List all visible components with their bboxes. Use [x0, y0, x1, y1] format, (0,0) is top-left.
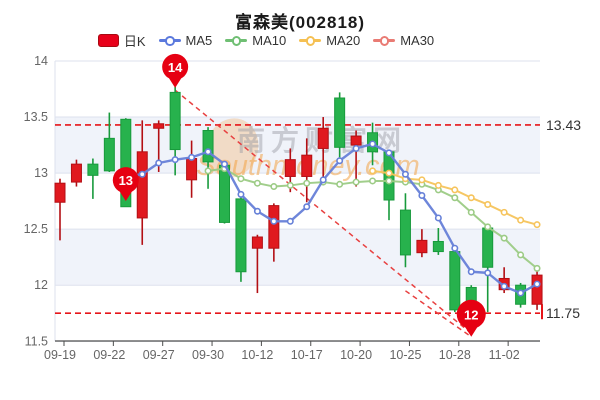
legend-item-label: MA30: [400, 33, 435, 48]
ma5-line: [122, 140, 541, 297]
svg-text:12: 12: [464, 307, 478, 322]
candle-09-30: [202, 127, 214, 189]
legend-item-label: 日K: [123, 34, 146, 49]
candle-09-22: [103, 112, 115, 172]
y-axis-label: 13.5: [24, 110, 48, 124]
y-axis-label: 12.5: [24, 222, 48, 236]
y-axis-label: 13: [34, 166, 48, 180]
candle-10-28: [449, 249, 461, 313]
candle-11-04: [531, 268, 543, 310]
x-axis-label: 10-12: [241, 348, 273, 362]
price-marker-13: 13: [112, 167, 139, 202]
trend-lines: [174, 89, 472, 338]
x-axis-label: 11-02: [489, 348, 520, 362]
x-axis-label: 10-20: [340, 348, 372, 362]
x-axis-label: 09-22: [93, 348, 125, 362]
legend-item-ma10[interactable]: MA10: [225, 33, 286, 48]
x-axis-label: 09-30: [192, 348, 224, 362]
chart-title: 富森美(002818): [234, 13, 366, 32]
candle-10-25: [399, 193, 411, 268]
ma5-legend-icon: [158, 36, 181, 46]
legend-item-label: MA20: [326, 33, 361, 48]
legend: 日K MA5 MA10 MA20 MA30: [0, 31, 566, 50]
candle-10-13: [268, 203, 280, 262]
svg-text:14: 14: [168, 60, 183, 75]
ma20-line: [369, 167, 541, 229]
candle-10-11: [235, 196, 247, 282]
y-axis-label: 14: [34, 54, 48, 68]
reference-label-13.43: 13.43: [546, 117, 581, 133]
candle-09-19: [54, 178, 66, 241]
candle-10-24: [383, 149, 395, 221]
x-axis-label: 10-28: [439, 348, 471, 362]
candle-09-21: [87, 158, 99, 199]
ma10-legend-icon: [225, 36, 248, 46]
price-marker-14: 14: [162, 53, 189, 88]
axes: 14 13.5 13 12.5 12 11.509-19 09-22 09-27 09-30 10…: [24, 54, 540, 362]
legend-item-ma20[interactable]: MA20: [299, 33, 360, 48]
x-axis-label: 09-19: [44, 348, 76, 362]
x-axis-label: 10-17: [291, 348, 323, 362]
kline-legend-icon: [97, 34, 119, 47]
svg-text:13: 13: [119, 173, 133, 188]
reference-label-11.75: 11.75: [546, 305, 580, 321]
price-marker-12: 12: [456, 299, 486, 337]
y-axis-label: 12: [34, 278, 48, 292]
candle-10-19: [334, 92, 346, 158]
legend-item-ma5[interactable]: MA5: [158, 33, 213, 48]
legend-item-label: MA10: [252, 33, 287, 48]
y-axis-label: 11.5: [25, 334, 48, 348]
candle-09-20: [70, 159, 82, 187]
x-axis-label: 09-27: [143, 348, 175, 362]
price-markers: 14 13 12: [112, 53, 486, 337]
x-axis-label: 10-25: [389, 348, 421, 362]
candle-10-27: [432, 228, 444, 255]
candle-10-17: [301, 138, 313, 203]
ma20-legend-icon: [299, 36, 322, 46]
candle-10-12: [251, 234, 263, 294]
legend-item-日k[interactable]: 日K: [97, 31, 146, 50]
legend-item-label: MA5: [185, 33, 213, 48]
ma10-line: [204, 165, 541, 272]
legend-item-ma30[interactable]: MA30: [373, 33, 434, 48]
candle-10-26: [416, 229, 428, 258]
ma30-legend-icon: [373, 36, 396, 46]
candle-10-18: [317, 117, 329, 179]
